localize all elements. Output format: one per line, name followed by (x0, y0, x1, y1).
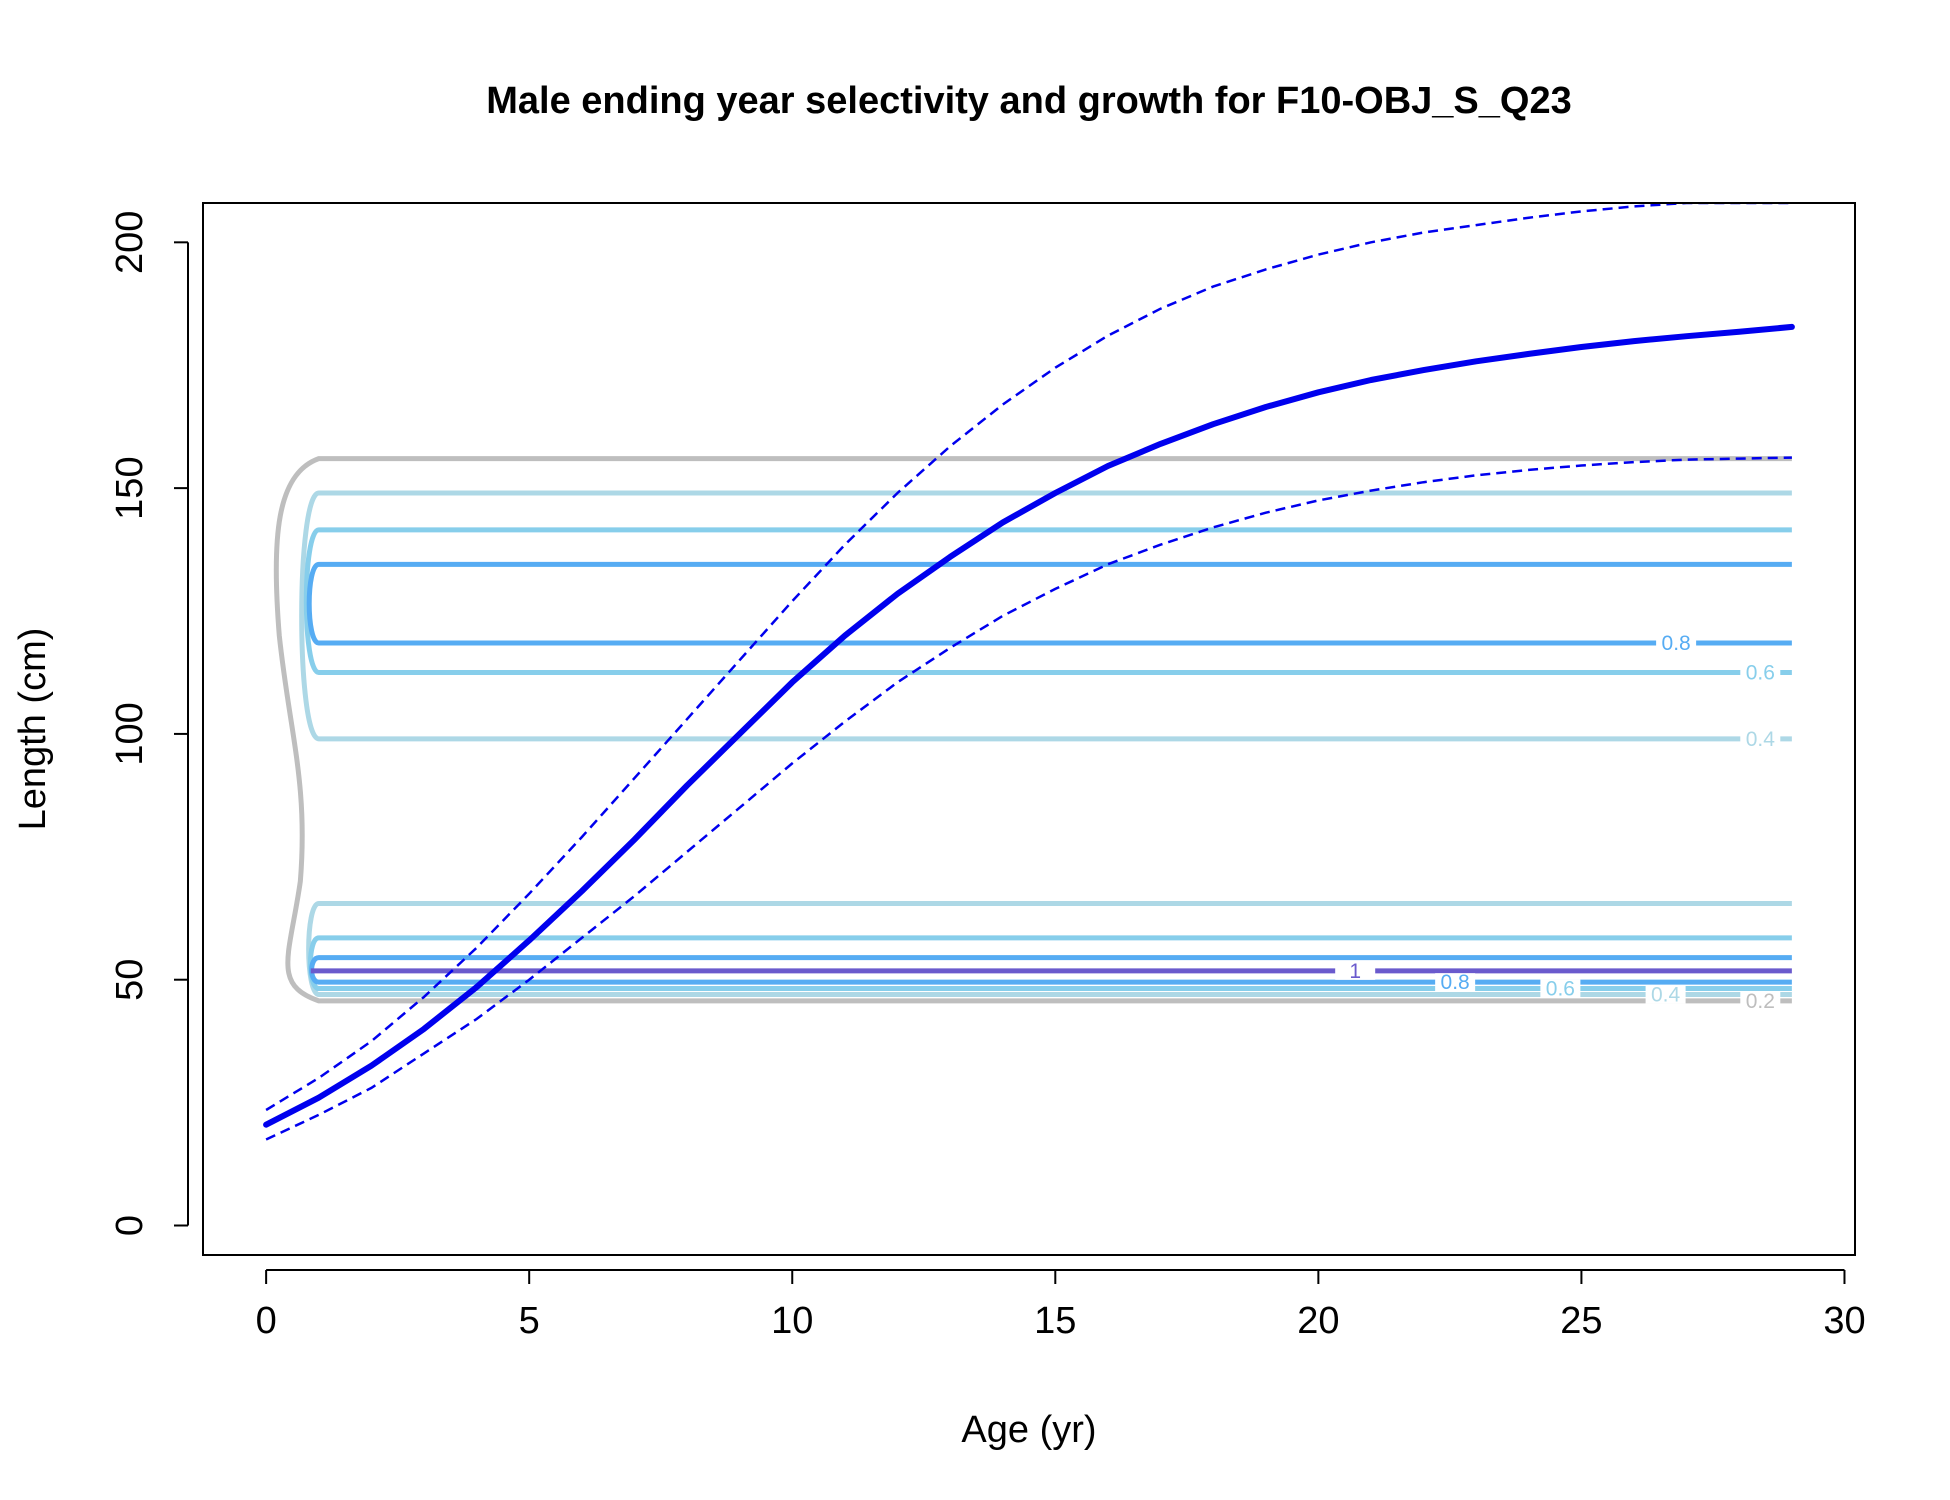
contour-label-layer: 0.8 0.6 0.4 0.2 1 0.8 0.6 0.4 (1335, 632, 1781, 1013)
growth-line-upper (265, 203, 1792, 1112)
contour-band-0.4-1 (306, 901, 1792, 997)
x-tick-label: 5 (519, 1300, 540, 1342)
contour-label-bg (1656, 633, 1697, 652)
contour-band-0.4-2 (299, 490, 1792, 742)
contour-label-0.8: 0.8 (1662, 632, 1691, 655)
plot-frame (202, 202, 1856, 1256)
contour-label-0.8: 0.8 (1441, 971, 1470, 994)
x-axis-label: Age (yr) (961, 1409, 1096, 1451)
contour-layer (273, 456, 1792, 1004)
contour-label-bg (1335, 961, 1376, 980)
contour-label-bg (1645, 985, 1686, 1004)
contour-label-bg (1740, 729, 1781, 748)
x-tick-label: 30 (1823, 1300, 1865, 1342)
x-tick-label: 25 (1560, 1300, 1602, 1342)
chart-title: Male ending year selectivity and growth … (486, 80, 1571, 122)
series-layer (263, 203, 1795, 1141)
y-tick-label: 50 (109, 959, 151, 1001)
y-axis-label: Length (cm) (12, 628, 54, 831)
contour-label-0.4: 0.4 (1651, 983, 1681, 1006)
contour-band-0.2 (273, 456, 1792, 1004)
growth-line-mean (263, 323, 1795, 1128)
contour-label-0.2: 0.2 (1746, 990, 1775, 1013)
growth-line-lower (265, 456, 1792, 1141)
x-tick-label: 0 (256, 1300, 277, 1342)
contour-label-bg (1740, 991, 1781, 1010)
y-tick-label: 200 (109, 211, 151, 274)
contour-label-1: 1 (1349, 960, 1361, 983)
y-tick-label: 150 (109, 456, 151, 519)
contour-label-0.6: 0.6 (1746, 661, 1775, 684)
x-tick-label: 10 (771, 1300, 813, 1342)
contour-label-bg (1540, 979, 1581, 998)
x-tick-label: 15 (1034, 1300, 1076, 1342)
contour-label-0.4: 0.4 (1746, 728, 1776, 751)
contour-label-bg (1740, 663, 1781, 682)
contour-band-0.6-2 (303, 527, 1792, 675)
contour-label-bg (1435, 973, 1476, 992)
axes-layer: 0 5 10 15 20 25 30 0 50 100 150 200 (109, 211, 1866, 1342)
x-tick-label: 20 (1297, 1300, 1339, 1342)
y-tick-label: 0 (109, 1215, 151, 1236)
contour-label-0.6: 0.6 (1546, 978, 1575, 1001)
y-tick-label: 100 (109, 702, 151, 765)
contour-band-0.8-2 (306, 561, 1792, 646)
